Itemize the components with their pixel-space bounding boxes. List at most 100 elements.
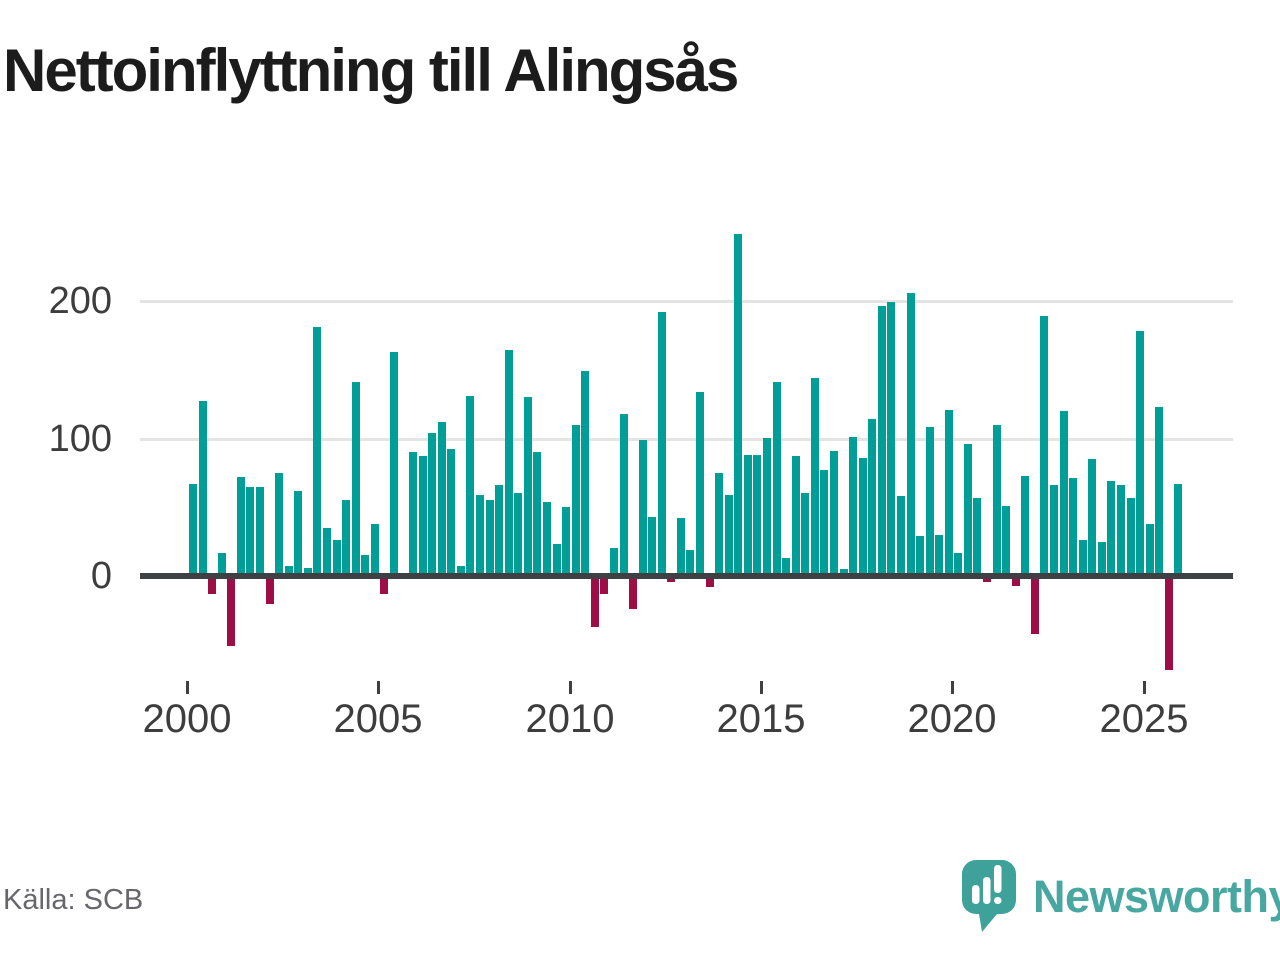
bar-2010-Q3: [591, 579, 599, 627]
bar-2021-Q3: [1012, 579, 1020, 586]
bar-2012-Q1: [648, 517, 656, 576]
bar-2006-Q2: [428, 433, 436, 576]
bar-2013-Q3: [706, 579, 714, 587]
bar-2001-Q4: [256, 487, 264, 576]
bar-2021-Q2: [1002, 506, 1010, 576]
bar-2019-Q1: [916, 536, 924, 576]
bar-2003-Q3: [323, 528, 331, 576]
bar-2015-Q1: [763, 438, 771, 576]
bar-2007-Q4: [486, 500, 494, 576]
bar-2023-Q2: [1079, 540, 1087, 576]
x-axis-tick-2010: [569, 681, 572, 694]
bar-2017-Q2: [849, 437, 857, 576]
bar-2014-Q2: [734, 234, 742, 576]
bar-2002-Q2: [275, 473, 283, 576]
bar-2021-Q4: [1021, 476, 1029, 576]
y-axis-label-0: 0: [90, 555, 112, 597]
bar-2009-Q1: [533, 452, 541, 576]
bar-2025-Q3: [1165, 579, 1173, 670]
logo-exclamation-bar: [994, 865, 1002, 893]
x-axis-label-2020: 2020: [907, 697, 997, 741]
bar-2019-Q4: [945, 410, 953, 576]
bar-2007-Q1: [457, 566, 465, 576]
newsworthy-logo-text: Newsworthy: [1033, 871, 1280, 922]
bar-2009-Q4: [562, 507, 570, 576]
bar-2012-Q3: [667, 579, 675, 582]
bar-2000-Q3: [208, 579, 216, 594]
gridline-100: [140, 438, 1233, 441]
newsworthy-logo-icon: [962, 860, 1016, 932]
x-axis-zero-line: [140, 573, 1233, 579]
bar-2022-Q4: [1060, 411, 1068, 576]
bar-2014-Q1: [725, 495, 733, 576]
logo-mini-bar-1: [972, 885, 980, 904]
bar-2001-Q1: [227, 579, 235, 646]
bar-2002-Q3: [285, 566, 293, 576]
bar-2013-Q4: [715, 473, 723, 576]
bar-2009-Q2: [543, 502, 551, 576]
bar-2015-Q2: [773, 382, 781, 576]
bar-2009-Q3: [553, 544, 561, 576]
bar-2021-Q1: [993, 425, 1001, 576]
logo-exclamation-dot: [994, 897, 1002, 904]
bar-2007-Q3: [476, 495, 484, 576]
bar-2011-Q4: [639, 440, 647, 576]
bar-2007-Q2: [466, 396, 474, 576]
bar-2008-Q4: [524, 397, 532, 576]
bar-2024-Q2: [1117, 485, 1125, 576]
bar-2024-Q4: [1136, 331, 1144, 576]
bar-2022-Q1: [1031, 579, 1039, 634]
bar-2018-Q3: [897, 496, 905, 576]
bar-2018-Q4: [907, 293, 915, 576]
bar-2016-Q1: [801, 493, 809, 576]
bar-2004-Q2: [352, 382, 360, 576]
bar-2005-Q1: [380, 579, 388, 594]
x-axis-label-2000: 2000: [142, 697, 232, 741]
chart-title: Nettoinflyttning till Alingsås: [3, 37, 739, 104]
bar-2011-Q2: [620, 414, 628, 576]
bar-2000-Q2: [199, 401, 207, 576]
bar-2010-Q1: [572, 425, 580, 576]
bar-2001-Q3: [246, 487, 254, 576]
bar-2002-Q4: [294, 491, 302, 576]
logo-mini-bar-2: [983, 877, 991, 904]
bar-2000-Q4: [218, 553, 226, 576]
bar-2023-Q3: [1088, 459, 1096, 576]
bar-2006-Q4: [447, 449, 455, 576]
bar-2018-Q2: [887, 302, 895, 576]
bar-2020-Q3: [973, 498, 981, 576]
bar-2022-Q2: [1040, 316, 1048, 576]
bar-2025-Q4: [1174, 484, 1182, 576]
bar-2013-Q2: [696, 392, 704, 576]
y-axis-label-100: 100: [48, 418, 112, 460]
bar-2017-Q4: [868, 419, 876, 576]
x-axis-label-2010: 2010: [525, 697, 615, 741]
bar-2012-Q4: [677, 518, 685, 576]
gridline-200: [140, 300, 1233, 303]
x-axis-tick-2020: [951, 681, 954, 694]
x-axis-label-2005: 2005: [333, 697, 423, 741]
bar-2004-Q1: [342, 500, 350, 576]
bar-2024-Q1: [1107, 481, 1115, 576]
bar-2004-Q4: [371, 524, 379, 576]
bar-2018-Q1: [878, 306, 886, 576]
bar-2012-Q2: [658, 312, 666, 576]
bar-2013-Q1: [686, 550, 694, 576]
bar-2017-Q1: [840, 569, 848, 576]
bar-2014-Q4: [753, 455, 761, 576]
bar-2020-Q1: [954, 553, 962, 576]
bar-2004-Q3: [361, 555, 369, 576]
bar-2020-Q2: [964, 444, 972, 576]
bar-2005-Q2: [390, 352, 398, 576]
bar-2005-Q4: [409, 452, 417, 576]
bar-2006-Q3: [438, 422, 446, 576]
bar-2022-Q3: [1050, 485, 1058, 576]
bar-2003-Q2: [313, 327, 321, 576]
bar-2010-Q2: [581, 371, 589, 576]
bar-2008-Q1: [495, 485, 503, 576]
x-axis-tick-2015: [760, 681, 763, 694]
bar-2003-Q4: [333, 540, 341, 576]
bar-2025-Q2: [1155, 407, 1163, 576]
